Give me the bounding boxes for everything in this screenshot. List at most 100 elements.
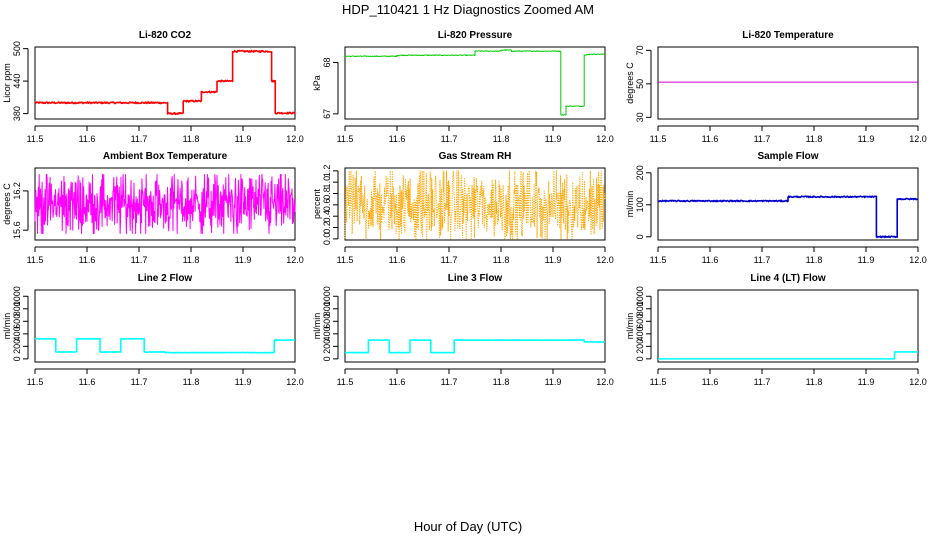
- panel-ambient-box-temperature: Ambient Box Temperature 11.5 11.6 11.7 11.8 1…: [2, 151, 304, 265]
- y-tick-label: 100: [635, 197, 645, 212]
- panel-grid: Li-820 CO2 11.5 11.6 11.7 11.8 11.9 12.0 380 440…: [2, 30, 927, 387]
- y-tick-label: 0: [322, 356, 332, 361]
- panel-li-820-co2: Li-820 CO2 11.5 11.6 11.7 11.8 11.9 12.0 380 440…: [2, 30, 304, 144]
- x-tick-label: 12.0: [286, 134, 304, 144]
- y-tick-label: 440: [12, 74, 22, 89]
- plot-frame: [344, 289, 606, 363]
- x-tick-label: 11.6: [79, 134, 96, 144]
- y-tick-label: 800: [322, 301, 332, 316]
- x-tick-label: 11.5: [27, 134, 44, 144]
- panel-title: Sample Flow: [757, 151, 818, 162]
- y-tick-label: 0.4: [322, 210, 332, 223]
- panel-title: Li-820 Temperature: [742, 30, 834, 41]
- x-tick-label: 11.7: [754, 255, 771, 265]
- x-tick-label: 11.8: [806, 134, 823, 144]
- panel-title: Line 3 Flow: [448, 273, 503, 284]
- x-tick-label: 11.7: [441, 255, 458, 265]
- series-line-line-4-lt-flow: [657, 351, 919, 360]
- x-tick-label: 11.9: [235, 377, 252, 387]
- x-tick-label: 12.0: [596, 255, 614, 265]
- panel-line-3-flow: Line 3 Flow 11.5 11.6 11.7 11.8 11.9 12.0 0 2004…: [312, 273, 614, 387]
- figure-x-axis-label: Hour of Day (UTC): [414, 519, 522, 534]
- y-tick-label: 200: [635, 339, 645, 354]
- x-tick-label: 11.6: [79, 377, 96, 387]
- x-tick-label: 11.7: [441, 134, 458, 144]
- x-tick-label: 11.5: [27, 377, 44, 387]
- y-tick-label: 1.0: [322, 176, 332, 189]
- x-tick-label: 11.9: [545, 134, 562, 144]
- y-tick-label: 400: [635, 326, 645, 341]
- x-tick-label: 11.7: [131, 377, 148, 387]
- y-tick-label: 200: [635, 165, 645, 180]
- series-line-gas-stream-rh: [344, 170, 606, 240]
- x-tick-label: 12.0: [909, 134, 927, 144]
- x-tick-label: 12.0: [286, 377, 304, 387]
- plot-frame: [657, 289, 919, 363]
- y-tick-label: 68: [322, 57, 332, 67]
- y-tick-label: 16.2: [12, 182, 22, 200]
- x-tick-label: 12.0: [909, 377, 927, 387]
- x-tick-label: 11.6: [389, 255, 406, 265]
- y-tick-label: 200: [12, 339, 22, 354]
- x-tick-label: 11.7: [441, 377, 458, 387]
- panel-title: Line 4 (LT) Flow: [750, 273, 826, 284]
- y-tick-label: 500: [12, 41, 22, 56]
- x-tick-label: 11.9: [858, 377, 875, 387]
- x-tick-label: 11.7: [131, 134, 148, 144]
- x-tick-label: 11.5: [337, 255, 354, 265]
- y-tick-label: 0.6: [322, 199, 332, 212]
- panel-title: Ambient Box Temperature: [103, 151, 228, 162]
- y-axis-label: degrees C: [2, 183, 12, 225]
- y-tick-label: 200: [322, 339, 332, 354]
- x-tick-label: 11.9: [235, 255, 252, 265]
- y-tick-label: 800: [12, 301, 22, 316]
- y-tick-label: 380: [12, 106, 22, 121]
- series-line-li-820-pressure: [344, 49, 606, 116]
- x-tick-label: 11.5: [27, 255, 44, 265]
- y-tick-label: 600: [322, 314, 332, 329]
- series-line-line-2-flow: [34, 337, 296, 354]
- y-axis-label: ml/min: [312, 313, 322, 340]
- series-line-line-3-flow: [344, 339, 606, 354]
- y-tick-label: 800: [635, 301, 645, 316]
- x-tick-label: 11.8: [493, 134, 510, 144]
- x-tick-label: 11.8: [806, 255, 823, 265]
- panel-title: Li-820 Pressure: [438, 30, 513, 41]
- x-tick-label: 12.0: [286, 255, 304, 265]
- x-tick-label: 11.8: [183, 255, 200, 265]
- panel-li-820-temperature: Li-820 Temperature 11.5 11.6 11.7 11.8 11.9 12…: [625, 30, 927, 144]
- x-tick-label: 11.9: [235, 134, 252, 144]
- x-tick-label: 11.8: [806, 377, 823, 387]
- x-tick-label: 11.6: [702, 134, 719, 144]
- x-tick-label: 11.6: [702, 255, 719, 265]
- y-tick-label: 400: [322, 326, 332, 341]
- x-tick-label: 11.8: [493, 377, 510, 387]
- x-tick-label: 11.8: [183, 134, 200, 144]
- y-tick-label: 600: [12, 314, 22, 329]
- x-tick-label: 11.5: [337, 377, 354, 387]
- y-tick-label: 70: [635, 45, 645, 55]
- panel-line-2-flow: Line 2 Flow 11.5 11.6 11.7 11.8 11.9 12.0 0 2004…: [2, 273, 304, 387]
- panel-gas-stream-rh: Gas Stream RH 11.5 11.6 11.7 11.8 11.9 12.0 0.0…: [312, 151, 614, 265]
- x-tick-label: 11.9: [858, 255, 875, 265]
- y-tick-label: 1000: [12, 286, 22, 306]
- x-tick-label: 11.6: [389, 377, 406, 387]
- x-tick-label: 11.5: [650, 377, 667, 387]
- x-tick-label: 12.0: [909, 255, 927, 265]
- x-tick-label: 11.9: [545, 255, 562, 265]
- y-tick-label: 67: [322, 109, 332, 119]
- panel-title: Li-820 CO2: [139, 30, 192, 41]
- plot-frame: [34, 289, 296, 363]
- y-tick-label: 0.2: [322, 221, 332, 234]
- panel-sample-flow: Sample Flow 11.5 11.6 11.7 11.8 11.9 12.0 0 100 2…: [625, 151, 927, 265]
- series-line-ambient-box-temperature: [34, 174, 296, 234]
- x-tick-label: 11.8: [183, 377, 200, 387]
- figure-title: HDP_110421 1 Hz Diagnostics Zoomed AM: [342, 2, 594, 17]
- y-axis-label: ml/min: [2, 313, 12, 340]
- y-tick-label: 400: [12, 326, 22, 341]
- x-tick-label: 11.6: [702, 377, 719, 387]
- y-tick-label: 50: [635, 79, 645, 89]
- y-tick-label: 0: [635, 356, 645, 361]
- panel-title: Line 2 Flow: [138, 273, 193, 284]
